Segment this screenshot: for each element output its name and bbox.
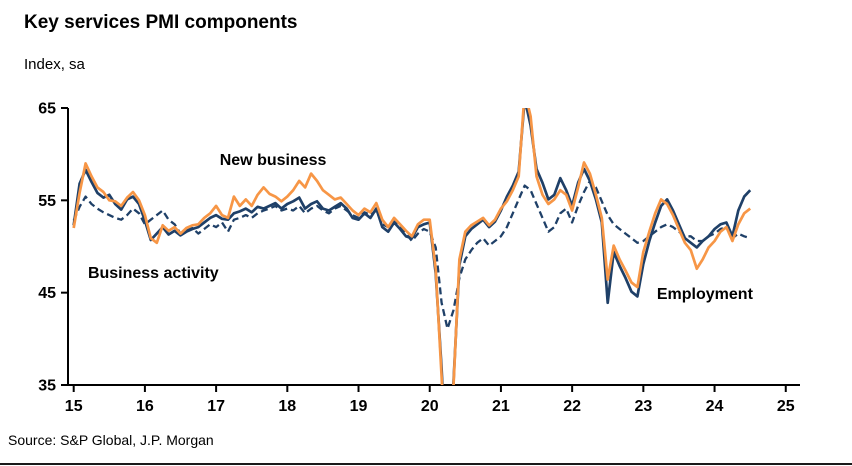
x-tick-label: 17 (207, 398, 225, 415)
footer-divider (0, 463, 852, 465)
y-tick-label: 35 (38, 378, 56, 395)
series-label-employment: Employment (657, 286, 754, 303)
chart-subtitle: Index, sa (24, 56, 85, 73)
chart-title: Key services PMI components (24, 12, 298, 33)
chart-line-business-activity (72, 108, 752, 385)
x-tick-label: 21 (492, 398, 510, 415)
source-note: Source: S&P Global, J.P. Morgan (8, 432, 214, 448)
series-label-new-business: New business (220, 152, 327, 169)
x-tick-label: 22 (563, 398, 581, 415)
x-tick-label: 23 (634, 398, 652, 415)
y-tick-label: 45 (38, 285, 56, 302)
chart-line-new-business (72, 108, 752, 385)
x-tick-label: 20 (421, 398, 439, 415)
series-label-business-activity: Business activity (88, 265, 219, 282)
x-tick-label: 18 (278, 398, 296, 415)
y-tick-label: 55 (38, 193, 56, 210)
x-tick-label: 25 (777, 398, 795, 415)
x-tick-label: 24 (706, 398, 724, 415)
chart-line-employment (72, 179, 751, 330)
x-tick-label: 19 (350, 398, 368, 415)
y-tick-label: 65 (38, 101, 56, 118)
x-tick-label: 15 (65, 398, 83, 415)
x-tick-label: 16 (136, 398, 154, 415)
